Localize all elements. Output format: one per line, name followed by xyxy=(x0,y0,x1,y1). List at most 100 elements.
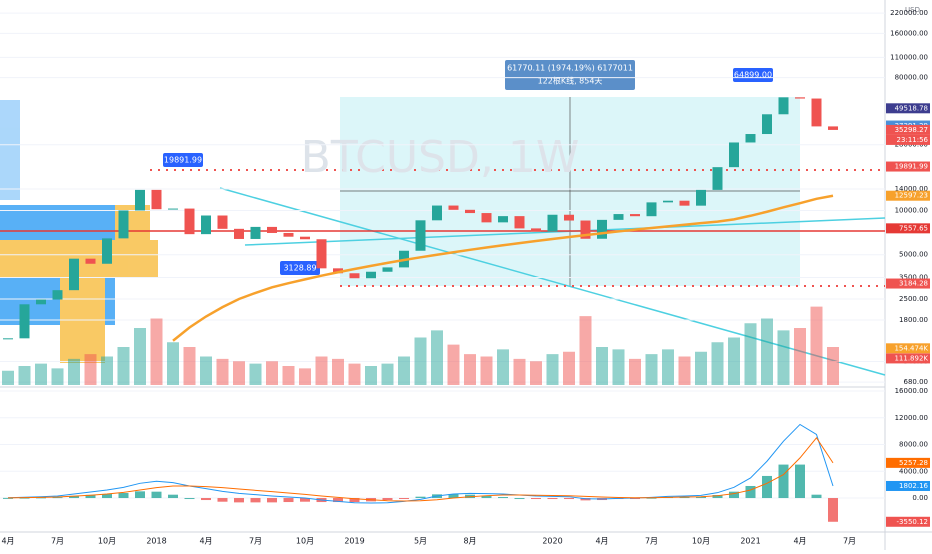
volume-bar xyxy=(414,337,427,385)
candle xyxy=(283,232,294,237)
price-tag-label: 1802.16 xyxy=(899,482,928,490)
histogram-bar xyxy=(679,497,690,499)
volume-bar xyxy=(678,356,691,385)
volume-bar xyxy=(381,363,394,385)
y-tick-label: 160000.00 xyxy=(890,29,928,37)
price-tag xyxy=(886,223,930,234)
volume-profile xyxy=(0,100,158,363)
candle xyxy=(19,304,30,339)
volume-bar xyxy=(711,342,724,385)
volume-bar xyxy=(645,354,658,385)
candle xyxy=(745,134,756,143)
candle xyxy=(250,226,261,239)
volume-bar xyxy=(101,356,113,385)
price-tag-label: 111.892K xyxy=(894,354,928,362)
volume-bar xyxy=(249,363,262,385)
candle xyxy=(663,200,673,203)
histogram-bar xyxy=(300,498,310,502)
y-tick-label: 12000.00 xyxy=(895,414,928,422)
volume-bar xyxy=(744,323,757,385)
volume-bar xyxy=(827,347,839,385)
histogram-bar xyxy=(349,498,360,503)
y-tick-label: 680.00 xyxy=(904,378,929,386)
histogram-bar xyxy=(333,498,343,503)
y-tick-label: 16000.00 xyxy=(895,387,928,395)
price-tag-label: 35298.27 xyxy=(895,126,928,134)
histogram-bar xyxy=(267,498,277,503)
measure-text: 122根K线, 854天 xyxy=(538,76,603,86)
x-tick-label: 10月 xyxy=(692,537,710,546)
volume-bar xyxy=(332,358,344,385)
volume-bar xyxy=(810,306,823,385)
histogram-bar xyxy=(135,491,145,499)
candle xyxy=(696,189,706,206)
histogram-bar xyxy=(415,496,426,499)
volume-bar xyxy=(348,363,361,385)
measure-text: 61770.11 (1974.19%) 6177011 xyxy=(507,64,633,73)
candle xyxy=(135,189,145,211)
price-tag-label: 3184.28 xyxy=(899,280,928,288)
candle xyxy=(184,208,195,235)
volume-bar xyxy=(530,361,542,385)
volume-bar xyxy=(299,368,311,385)
volume-bar xyxy=(216,358,229,385)
candle xyxy=(69,258,79,291)
x-tick-label: 10月 xyxy=(296,537,314,546)
candle xyxy=(118,210,129,239)
y-tick-label: 1800.00 xyxy=(899,316,928,324)
candle xyxy=(547,214,558,232)
candle xyxy=(432,205,442,221)
countdown-tag xyxy=(886,134,930,145)
volume-bar xyxy=(513,358,526,385)
callout-box xyxy=(733,68,773,82)
volume-bar xyxy=(150,318,163,385)
volume-bar xyxy=(18,366,31,385)
histogram-bar xyxy=(795,464,805,499)
measure-box xyxy=(505,60,635,90)
histogram-bar xyxy=(531,498,541,500)
x-tick-label: 4月 xyxy=(199,537,212,546)
histogram-bar xyxy=(745,485,756,499)
price-tag xyxy=(886,516,930,527)
candle xyxy=(448,205,459,210)
y-tick-label: 5000.00 xyxy=(899,251,928,259)
candle xyxy=(597,219,607,239)
candle xyxy=(3,338,13,340)
histogram-bar xyxy=(234,498,244,503)
candle xyxy=(382,267,393,272)
volume-bar xyxy=(84,354,97,385)
candle xyxy=(267,226,277,233)
y-tick-label: 10000.00 xyxy=(895,206,928,214)
y-tick-label: 80000.00 xyxy=(895,74,928,82)
currency: USD xyxy=(905,6,920,14)
price-tag-label: 7557.65 xyxy=(899,224,928,232)
x-tick-label: 4月 xyxy=(595,537,608,546)
volume-bar xyxy=(629,358,641,385)
price-tag xyxy=(886,103,930,114)
callout-text: 3128.89 xyxy=(283,264,316,273)
candle xyxy=(564,214,574,221)
x-tick-label: 2018 xyxy=(146,537,166,546)
volume-bar xyxy=(183,347,196,385)
price-tag xyxy=(886,343,930,354)
price-tag xyxy=(886,124,930,135)
histogram-bar xyxy=(712,495,723,499)
histogram-bar xyxy=(250,498,261,503)
histogram-bar xyxy=(399,498,409,500)
candle xyxy=(333,268,343,274)
volume-bar xyxy=(266,361,278,385)
volume-bar xyxy=(233,361,245,385)
histogram-bar xyxy=(184,498,195,500)
x-tick-label: 7月 xyxy=(843,537,856,546)
candle xyxy=(36,299,46,305)
candle xyxy=(646,202,657,217)
callout-box xyxy=(280,261,320,275)
histogram-bar xyxy=(762,475,772,499)
price-tag xyxy=(886,480,930,491)
profile-bar xyxy=(60,278,105,363)
y-tick-label: 0.00 xyxy=(912,494,928,502)
volume-bar xyxy=(546,354,559,385)
volume-bar xyxy=(167,342,179,385)
callout-text: 19891.99 xyxy=(164,156,202,165)
price-tag-label: 154.474K xyxy=(894,344,928,352)
